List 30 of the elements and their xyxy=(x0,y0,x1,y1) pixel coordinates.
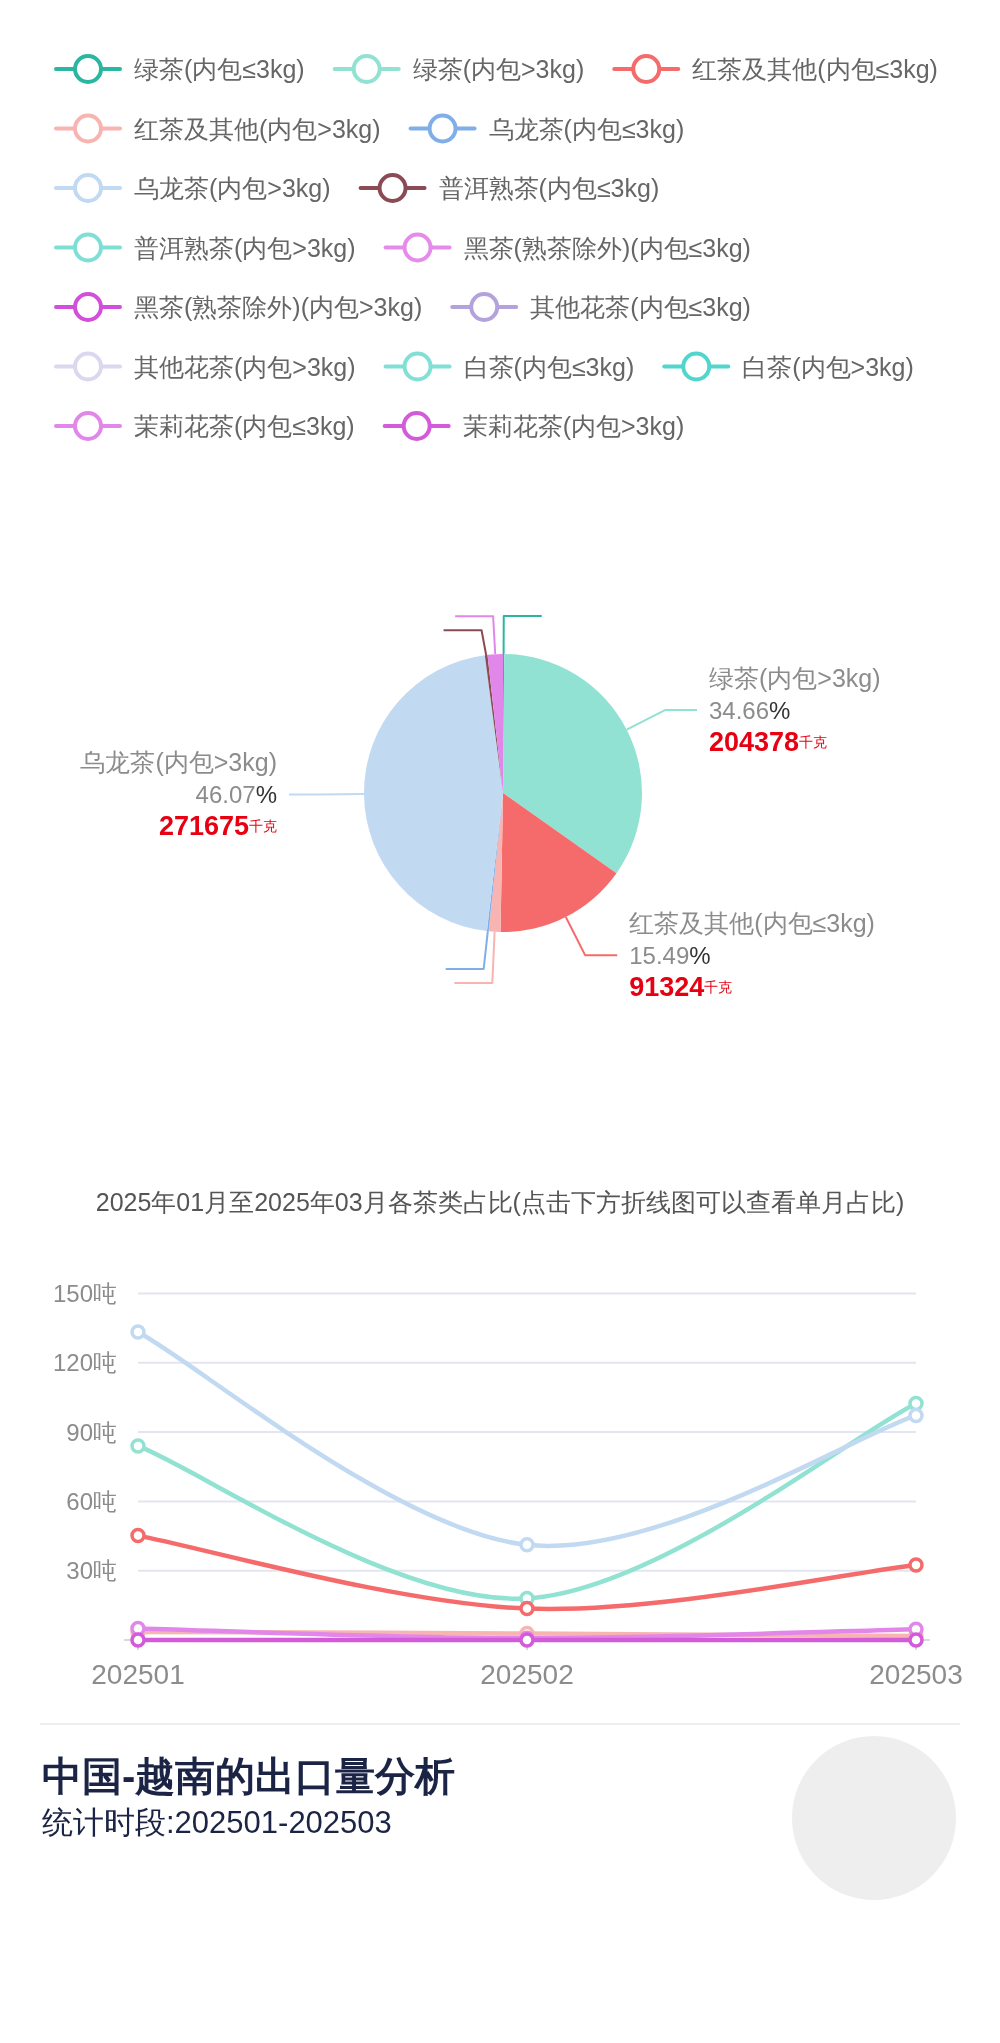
legend-label: 白茶(内包>3kg) xyxy=(742,352,914,381)
legend-label: 绿茶(内包≤3kg) xyxy=(134,55,305,83)
legend-label: 乌龙茶(内包>3kg) xyxy=(134,174,331,202)
legend-label: 茉莉花茶(内包≤3kg) xyxy=(134,412,355,440)
legend-label: 其他花茶(内包≤3kg) xyxy=(530,293,751,321)
y-tick-label: 60吨 xyxy=(66,1487,117,1515)
legend-label: 普洱熟茶(内包≤3kg) xyxy=(438,174,660,202)
text: 中国-越南的出口量分析 xyxy=(42,1754,456,1798)
legend-label: 其他花茶(内包>3kg) xyxy=(134,352,356,381)
x-tick-label: 202502 xyxy=(480,1658,574,1690)
legend-label: 乌龙茶(内包≤3kg) xyxy=(488,114,685,143)
slice-label: 红茶及其他(内包≤3kg) xyxy=(629,909,875,938)
y-tick-label: 150吨 xyxy=(52,1280,117,1307)
legend-label: 红茶及其他(内包≤3kg) xyxy=(692,55,938,83)
legend-label: 红茶及其他(内包>3kg) xyxy=(134,114,381,143)
x-tick-label: 202501 xyxy=(91,1658,185,1690)
y-tick-label: 90吨 xyxy=(66,1418,117,1446)
legend-label: 白茶(内包≤3kg) xyxy=(463,352,635,381)
legend-label: 绿茶(内包>3kg) xyxy=(412,55,585,83)
x-tick-label: 202503 xyxy=(869,1658,963,1690)
legend-label: 普洱熟茶(内包>3kg) xyxy=(134,233,356,262)
legend-label: 黑茶(熟茶除外)(内包≤3kg) xyxy=(463,233,751,262)
y-tick-label: 120吨 xyxy=(52,1349,117,1377)
y-tick-label: 30吨 xyxy=(66,1557,117,1585)
legend-label: 黑茶(熟茶除外)(内包>3kg) xyxy=(134,293,423,321)
text: 2025年01月至2025年03月各茶类占比(点击下方折线图可以查看单月占比) xyxy=(95,1188,905,1216)
slice-label: 绿茶(内包>3kg) xyxy=(708,664,881,693)
legend-label: 茉莉花茶(内包>3kg) xyxy=(462,412,685,440)
slice-label: 乌龙茶(内包>3kg) xyxy=(80,748,278,777)
text: 统计时段:202501-202503 xyxy=(42,1804,392,1840)
